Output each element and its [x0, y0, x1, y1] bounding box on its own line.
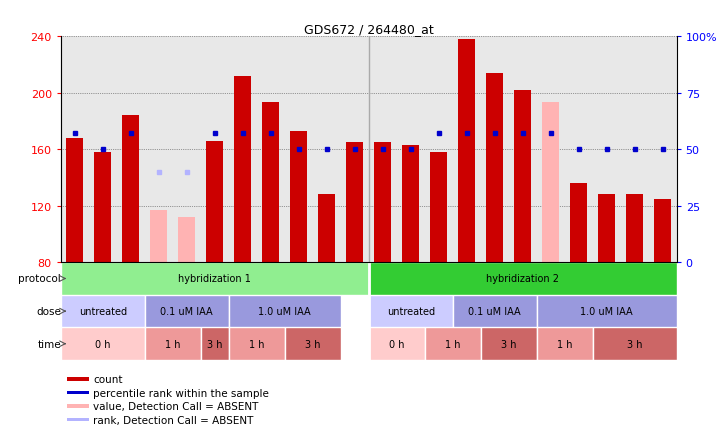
Text: rank, Detection Call = ABSENT: rank, Detection Call = ABSENT — [93, 415, 253, 424]
Bar — [291, 132, 307, 263]
Bar — [61, 295, 145, 328]
Text: hybridization 1: hybridization 1 — [178, 274, 251, 284]
Bar — [430, 152, 447, 263]
Bar — [486, 73, 503, 263]
Bar — [145, 295, 229, 328]
Text: 0 h: 0 h — [95, 339, 110, 349]
Bar — [229, 295, 341, 328]
Bar — [150, 210, 168, 263]
Bar — [229, 328, 285, 360]
Bar — [480, 328, 537, 360]
Bar — [319, 195, 335, 263]
Bar — [67, 138, 83, 263]
Bar — [61, 328, 145, 360]
Bar — [347, 143, 363, 263]
Text: 3 h: 3 h — [207, 339, 223, 349]
Text: 3 h: 3 h — [501, 339, 516, 349]
Bar — [514, 90, 531, 263]
Bar — [145, 328, 200, 360]
Bar — [122, 116, 139, 263]
Text: untreated: untreated — [79, 306, 127, 316]
Bar — [262, 103, 279, 263]
Bar — [402, 145, 419, 263]
Text: 3 h: 3 h — [305, 339, 321, 349]
Text: 0.1 uM IAA: 0.1 uM IAA — [468, 306, 521, 316]
Text: 1.0 uM IAA: 1.0 uM IAA — [581, 306, 633, 316]
Bar — [67, 418, 90, 421]
Bar — [369, 328, 425, 360]
Bar — [206, 141, 223, 263]
Bar — [67, 378, 90, 381]
Bar — [654, 199, 671, 263]
Bar — [200, 328, 229, 360]
Bar — [593, 328, 677, 360]
Bar — [369, 295, 453, 328]
Text: percentile rank within the sample: percentile rank within the sample — [93, 388, 268, 398]
Bar — [458, 39, 475, 263]
Bar — [537, 295, 677, 328]
Bar — [285, 328, 341, 360]
Title: GDS672 / 264480_at: GDS672 / 264480_at — [304, 23, 434, 36]
Bar — [570, 184, 587, 263]
Bar — [374, 143, 391, 263]
Bar — [626, 195, 643, 263]
Text: 0 h: 0 h — [389, 339, 405, 349]
Bar — [542, 103, 559, 263]
Bar — [178, 217, 195, 263]
Text: protocol: protocol — [18, 274, 61, 284]
Text: time: time — [37, 339, 61, 349]
Text: value, Detection Call = ABSENT: value, Detection Call = ABSENT — [93, 401, 258, 411]
Text: 1 h: 1 h — [557, 339, 572, 349]
Bar — [599, 195, 615, 263]
Text: untreated: untreated — [387, 306, 435, 316]
Text: 1 h: 1 h — [445, 339, 460, 349]
Bar — [234, 76, 251, 263]
Text: dose: dose — [36, 306, 61, 316]
Bar — [61, 263, 369, 295]
Text: hybridization 2: hybridization 2 — [486, 274, 559, 284]
Text: 3 h: 3 h — [627, 339, 642, 349]
Bar — [369, 263, 677, 295]
Text: 1.0 uM IAA: 1.0 uM IAA — [258, 306, 311, 316]
Bar — [425, 328, 480, 360]
Bar — [453, 295, 537, 328]
Bar — [95, 152, 111, 263]
Text: 1 h: 1 h — [165, 339, 180, 349]
Bar — [67, 404, 90, 408]
Bar — [537, 328, 593, 360]
Text: count: count — [93, 374, 122, 384]
Text: 0.1 uM IAA: 0.1 uM IAA — [160, 306, 213, 316]
Bar — [67, 391, 90, 394]
Text: 1 h: 1 h — [249, 339, 264, 349]
